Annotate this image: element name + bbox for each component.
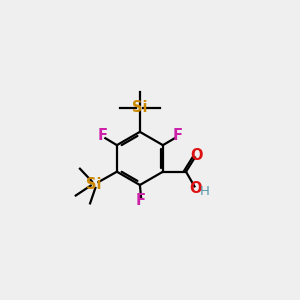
Text: Si: Si xyxy=(86,177,102,192)
Text: H: H xyxy=(200,184,209,198)
Text: O: O xyxy=(190,148,202,163)
Text: Si: Si xyxy=(132,100,148,115)
Text: F: F xyxy=(172,128,182,143)
Text: O: O xyxy=(189,181,202,196)
Text: F: F xyxy=(98,128,108,143)
Text: F: F xyxy=(136,193,146,208)
